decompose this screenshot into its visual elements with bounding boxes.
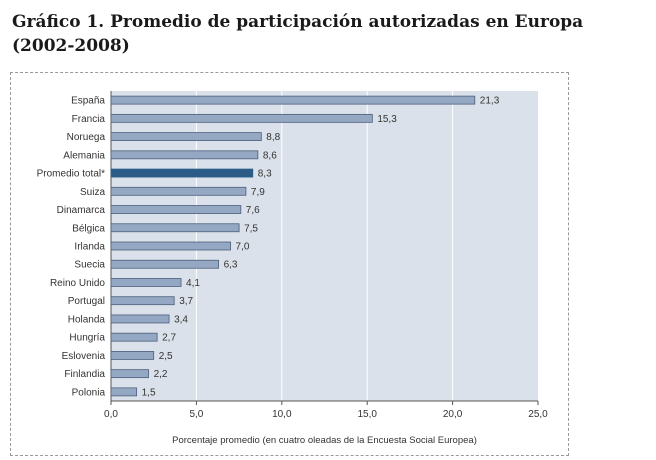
- data-label: 8,8: [266, 132, 280, 143]
- category-label: Promedio total*: [37, 169, 105, 180]
- bar: [110, 205, 242, 214]
- bar: [110, 278, 182, 287]
- x-axis-title: Porcentaje promedio (en cuatro oleadas d…: [172, 435, 477, 446]
- category-label: Dinamarca: [57, 205, 106, 216]
- data-label: 8,6: [263, 150, 277, 161]
- category-label: Hungría: [69, 333, 105, 344]
- data-label: 7,6: [246, 205, 260, 216]
- bar: [110, 186, 247, 196]
- bar: [110, 168, 254, 178]
- category-label: Francia: [72, 114, 106, 125]
- bar: [110, 296, 175, 306]
- data-label: 6,3: [224, 260, 238, 271]
- data-label: 3,7: [179, 296, 193, 307]
- bar: [110, 387, 138, 397]
- data-label: 7,5: [244, 223, 258, 234]
- category-label: Alemania: [63, 150, 105, 161]
- data-label: 3,4: [174, 314, 188, 325]
- bar: [110, 95, 476, 105]
- category-label: Bélgica: [72, 223, 105, 234]
- data-label: 2,5: [159, 351, 173, 362]
- data-label: 15,3: [377, 114, 397, 125]
- category-label: Polonia: [72, 387, 106, 398]
- bar: [110, 351, 155, 360]
- category-label: Irlanda: [74, 242, 105, 253]
- x-tick-label: 15,0: [357, 409, 377, 420]
- bar: [110, 150, 259, 160]
- category-label: Noruega: [67, 132, 106, 143]
- bar: [110, 332, 158, 342]
- category-label: España: [71, 96, 105, 107]
- bar: [110, 259, 220, 269]
- data-label: 1,5: [142, 387, 156, 398]
- data-label: 21,3: [480, 96, 500, 107]
- x-tick-label: 10,0: [272, 409, 292, 420]
- x-tick-label: 5,0: [189, 409, 203, 420]
- category-label: Holanda: [68, 314, 106, 325]
- category-label: Portugal: [68, 296, 105, 307]
- category-label: Reino Unido: [50, 278, 105, 289]
- x-tick-label: 25,0: [528, 409, 548, 420]
- chart-heading: Gráfico 1. Promedio de participación aut…: [12, 12, 584, 56]
- bar: [110, 241, 231, 251]
- chart-frame: 0,0 5,0 10,0 15,0 20,0 25,0 España 21,3 Francia 1…: [10, 72, 569, 456]
- bar: [110, 223, 240, 233]
- data-label: 7,0: [236, 242, 250, 253]
- category-label: Suiza: [80, 187, 105, 198]
- data-label: 7,9: [251, 187, 265, 198]
- bar-chart: 0,0 5,0 10,0 15,0 20,0 25,0 España 21,3 Francia 1…: [37, 91, 548, 446]
- bar: [110, 369, 149, 379]
- category-label: Finlandia: [64, 369, 105, 380]
- bar: [110, 132, 262, 141]
- data-label: 4,1: [186, 278, 200, 289]
- x-tick-label: 0,0: [104, 409, 118, 420]
- category-label: Eslovenia: [62, 351, 106, 362]
- data-label: 2,2: [154, 369, 168, 380]
- bar: [110, 113, 373, 123]
- category-label: Suecia: [74, 260, 105, 271]
- x-tick-label: 20,0: [443, 409, 463, 420]
- data-label: 8,3: [258, 169, 272, 180]
- data-label: 2,7: [162, 333, 176, 344]
- bar: [110, 314, 170, 324]
